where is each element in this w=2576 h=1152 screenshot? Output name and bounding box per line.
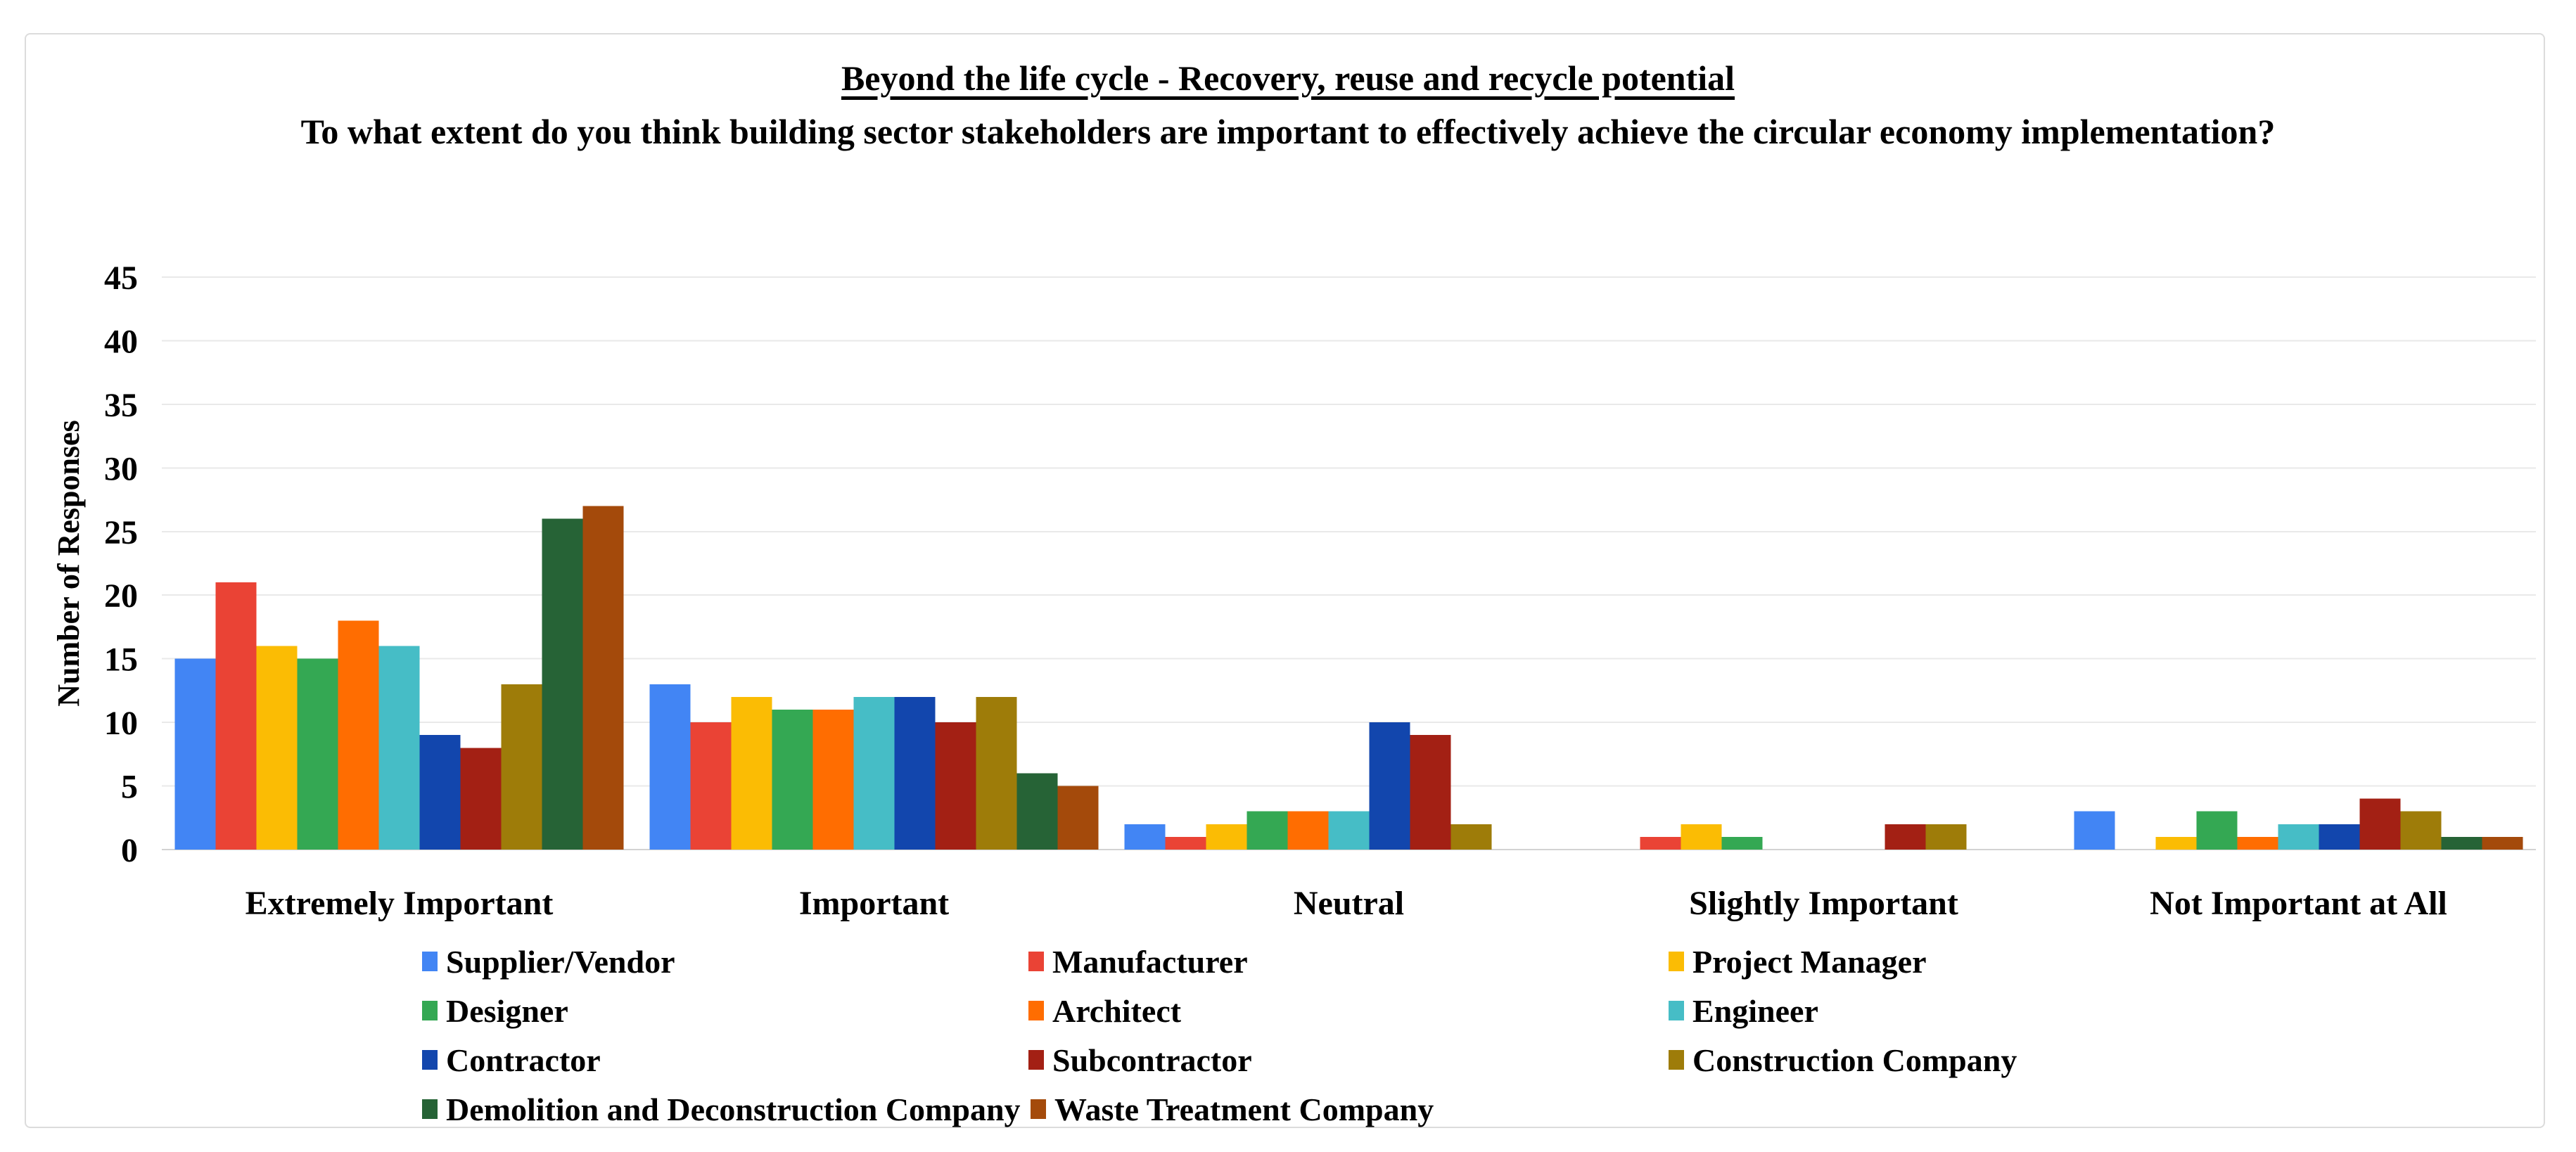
bar-contractor-not-important-at-all: [2319, 824, 2360, 850]
bar-project-manager-extremely-important: [256, 646, 298, 850]
bar-supplier-vendor-neutral: [1124, 824, 1166, 850]
bar-designer-extremely-important: [297, 658, 338, 850]
bar-architect-neutral: [1287, 811, 1329, 850]
bar-project-manager-important: [731, 696, 772, 850]
bar-architect-not-important-at-all: [2237, 836, 2278, 850]
bar-subcontractor-important: [935, 722, 976, 850]
bar-designer-slightly-important: [1721, 836, 1763, 850]
y-tick-label-0: 0: [121, 832, 138, 869]
bar-manufacturer-neutral: [1165, 836, 1206, 850]
x-category-label-slightly-important: Slightly Important: [1689, 885, 1958, 922]
bar-architect-extremely-important: [338, 620, 379, 850]
bar-construction-company-not-important-at-all: [2400, 811, 2442, 850]
x-category-label-extremely-important: Extremely Important: [246, 885, 554, 922]
bar-construction-company-slightly-important: [1925, 824, 1967, 850]
bar-manufacturer-slightly-important: [1640, 836, 1681, 850]
y-tick-label-30: 30: [104, 450, 138, 487]
bar-contractor-important: [894, 696, 936, 850]
bar-subcontractor-not-important-at-all: [2359, 798, 2401, 850]
chart-title: Beyond the life cycle - Recovery, reuse …: [841, 58, 1735, 98]
bar-supplier-vendor-not-important-at-all: [2074, 811, 2115, 850]
bar-subcontractor-slightly-important: [1885, 824, 1926, 850]
bar-waste-treatment-company-not-important-at-all: [2482, 836, 2523, 850]
bar-waste-treatment-company-extremely-important: [582, 506, 624, 850]
bar-contractor-extremely-important: [419, 735, 461, 850]
y-tick-label-35: 35: [104, 387, 138, 424]
y-tick-label-5: 5: [121, 769, 138, 806]
y-tick-label-15: 15: [104, 641, 138, 679]
bar-designer-not-important-at-all: [2196, 811, 2238, 850]
bar-subcontractor-neutral: [1410, 735, 1451, 850]
bar-construction-company-extremely-important: [501, 684, 542, 850]
figure-frame: [25, 33, 2545, 1128]
y-axis-title: Number of Responses: [51, 420, 86, 706]
bar-supplier-vendor-important: [649, 684, 691, 850]
bar-subcontractor-extremely-important: [460, 748, 502, 850]
bar-construction-company-neutral: [1450, 824, 1492, 850]
bar-project-manager-slightly-important: [1681, 824, 1722, 850]
bar-waste-treatment-company-important: [1057, 786, 1099, 850]
bar-architect-important: [812, 710, 854, 850]
bar-designer-neutral: [1246, 811, 1288, 850]
chart-header: Beyond the life cycle - Recovery, reuse …: [0, 55, 2576, 157]
y-tick-label-45: 45: [104, 260, 138, 297]
y-tick-label-40: 40: [104, 323, 138, 360]
x-category-label-neutral: Neutral: [1294, 885, 1404, 922]
bar-manufacturer-extremely-important: [215, 582, 257, 850]
bar-engineer-important: [853, 696, 895, 850]
bar-demolition-and-deconstruction-company-extremely-important: [542, 518, 583, 850]
bar-project-manager-neutral: [1206, 824, 1247, 850]
bar-engineer-extremely-important: [378, 646, 420, 850]
bar-supplier-vendor-extremely-important: [174, 658, 216, 850]
y-tick-label-10: 10: [104, 705, 138, 742]
y-tick-label-20: 20: [104, 577, 138, 615]
chart-subtitle: To what extent do you think building sec…: [300, 111, 2276, 151]
bar-manufacturer-important: [690, 722, 732, 850]
bar-construction-company-important: [976, 696, 1017, 850]
bar-demolition-and-deconstruction-company-not-important-at-all: [2441, 836, 2482, 850]
bar-engineer-neutral: [1328, 811, 1370, 850]
bar-designer-important: [772, 710, 813, 850]
x-category-label-important: Important: [799, 885, 949, 922]
bar-project-manager-not-important-at-all: [2155, 836, 2197, 850]
bar-demolition-and-deconstruction-company-important: [1016, 773, 1058, 850]
bar-engineer-not-important-at-all: [2278, 824, 2319, 850]
y-tick-label-25: 25: [104, 514, 138, 551]
x-category-label-not-important-at-all: Not Important at All: [2150, 885, 2447, 922]
bar-contractor-neutral: [1369, 722, 1410, 850]
